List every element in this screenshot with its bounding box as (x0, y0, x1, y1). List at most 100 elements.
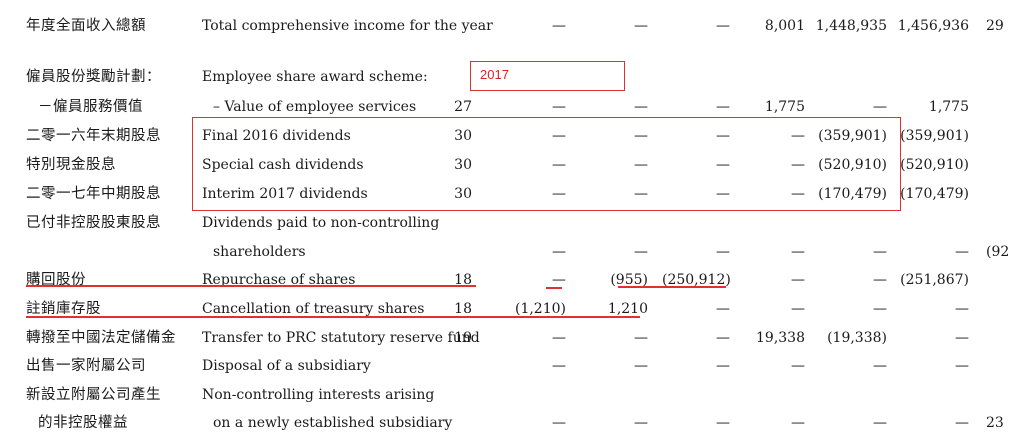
row-label-en: Employee share award scheme: (202, 69, 428, 85)
value-cell: — (634, 128, 648, 144)
value-cell: (520,910) (818, 157, 887, 173)
value-cell: — (716, 18, 730, 34)
value-cell: — (873, 272, 887, 288)
note-cell: 18 (454, 272, 472, 288)
table-row: 二零一七年中期股息 Interim 2017 dividends 30 — — … (0, 182, 1024, 206)
value-cell: — (873, 358, 887, 374)
value-cell: 1,210 (607, 301, 648, 317)
value-cell: — (791, 157, 805, 173)
table-row: －僱員服務價值 – Value of employee services 27 … (0, 95, 1024, 119)
row-label-cn: 的非控股權益 (38, 415, 128, 431)
value-cell: — (716, 415, 730, 431)
row-label-en: Total comprehensive income for the year (202, 18, 493, 34)
value-cell: — (634, 244, 648, 260)
value-cell: — (634, 18, 648, 34)
table-row: 僱員股份獎勵計劃： Employee share award scheme: (0, 65, 1024, 89)
value-cell: — (552, 128, 566, 144)
value-cell: (520,910) (900, 157, 969, 173)
value-cell: (1,210) (514, 301, 566, 317)
value-cell: — (634, 330, 648, 346)
value-cell: — (791, 186, 805, 202)
note-cell: 19 (454, 330, 472, 346)
value-cell: — (791, 244, 805, 260)
value-cell: — (955, 301, 969, 317)
value-cell: 1,775 (928, 99, 969, 115)
row-label-en: Non-controlling interests arising (202, 387, 435, 403)
value-cell: — (955, 244, 969, 260)
value-cell: — (873, 301, 887, 317)
value-cell: — (716, 330, 730, 346)
row-label-cn: 出售一家附屬公司 (26, 358, 146, 374)
row-label-cn: 特別現金股息 (26, 157, 116, 173)
value-cell: — (716, 157, 730, 173)
value-cell: — (552, 18, 566, 34)
row-label-en: Repurchase of shares (202, 272, 356, 288)
value-cell: (955) (610, 272, 648, 288)
repurchase-underline (26, 285, 476, 287)
value-cell: (170,479) (900, 186, 969, 202)
row-label-cn: 註銷庫存股 (26, 301, 101, 317)
table-row: 二零一六年末期股息 Final 2016 dividends 30 — — — … (0, 124, 1024, 148)
value-cell: (92 (986, 244, 1010, 260)
table-row: 已付非控股股東股息 Dividends paid to non-controll… (0, 211, 1024, 235)
table-row: 的非控股權益 on a newly established subsidiary… (0, 411, 1024, 435)
value-cell: — (955, 358, 969, 374)
note-cell: 30 (454, 157, 472, 173)
row-label-cn: 二零一六年末期股息 (26, 128, 161, 144)
value-cell: — (552, 358, 566, 374)
row-label-cn: 年度全面收入總額 (26, 18, 146, 34)
row-label-en: Final 2016 dividends (202, 128, 351, 144)
note-cell: 30 (454, 186, 472, 202)
value-cell: — (552, 99, 566, 115)
row-label-cn: 僱員股份獎勵計劃： (26, 69, 161, 85)
value-cell: — (716, 301, 730, 317)
year-annotation-box: 2017 (470, 61, 625, 91)
value-cell: — (791, 128, 805, 144)
value-cell: — (552, 415, 566, 431)
value-cell: — (873, 99, 887, 115)
note-cell: 18 (454, 301, 472, 317)
repurchase-dash-underline (546, 287, 562, 289)
value-cell: — (552, 330, 566, 346)
dividends-highlight-box (192, 117, 901, 211)
value-cell: — (552, 244, 566, 260)
table-row: 註銷庫存股 Cancellation of treasury shares 18… (0, 297, 1024, 321)
table-row: 轉撥至中國法定儲備金 Transfer to PRC statutory res… (0, 326, 1024, 350)
note-cell: 27 (454, 99, 472, 115)
table-row: 購回股份 Repurchase of shares 18 — (955) (25… (0, 268, 1024, 292)
row-label-en: on a newly established subsidiary (213, 415, 453, 431)
value-cell: — (716, 186, 730, 202)
row-label-cn: －僱員服務價值 (38, 99, 143, 115)
value-cell: — (552, 272, 566, 288)
value-cell: — (716, 99, 730, 115)
row-label-en: Interim 2017 dividends (202, 186, 368, 202)
value-cell: — (716, 358, 730, 374)
value-cell: — (634, 186, 648, 202)
value-cell: — (791, 358, 805, 374)
table-row: 年度全面收入總額 Total comprehensive income for … (0, 14, 1024, 38)
value-cell: (359,901) (900, 128, 969, 144)
value-cell: 1,775 (764, 99, 805, 115)
row-label-en: Special cash dividends (202, 157, 364, 173)
row-label-cn: 轉撥至中國法定儲備金 (26, 330, 176, 346)
row-label-en: Transfer to PRC statutory reserve fund (202, 330, 480, 346)
value-cell: — (873, 244, 887, 260)
value-cell: (19,338) (827, 330, 887, 346)
table-row: 出售一家附屬公司 Disposal of a subsidiary — — — … (0, 354, 1024, 378)
row-label-en: shareholders (213, 244, 306, 260)
value-cell: — (955, 415, 969, 431)
row-label-cn: 已付非控股股東股息 (26, 215, 161, 231)
row-label-cn: 購回股份 (26, 272, 86, 288)
row-label-cn: 二零一七年中期股息 (26, 186, 161, 202)
value-cell: — (634, 415, 648, 431)
value-cell: — (873, 415, 887, 431)
value-cell: 19,338 (756, 330, 805, 346)
value-cell: 1,456,936 (897, 18, 969, 34)
value-cell: — (552, 186, 566, 202)
value-cell: — (634, 358, 648, 374)
table-row: 特別現金股息 Special cash dividends 30 — — — —… (0, 153, 1024, 177)
value-cell: — (634, 99, 648, 115)
value-cell: — (955, 330, 969, 346)
value-cell: — (552, 157, 566, 173)
